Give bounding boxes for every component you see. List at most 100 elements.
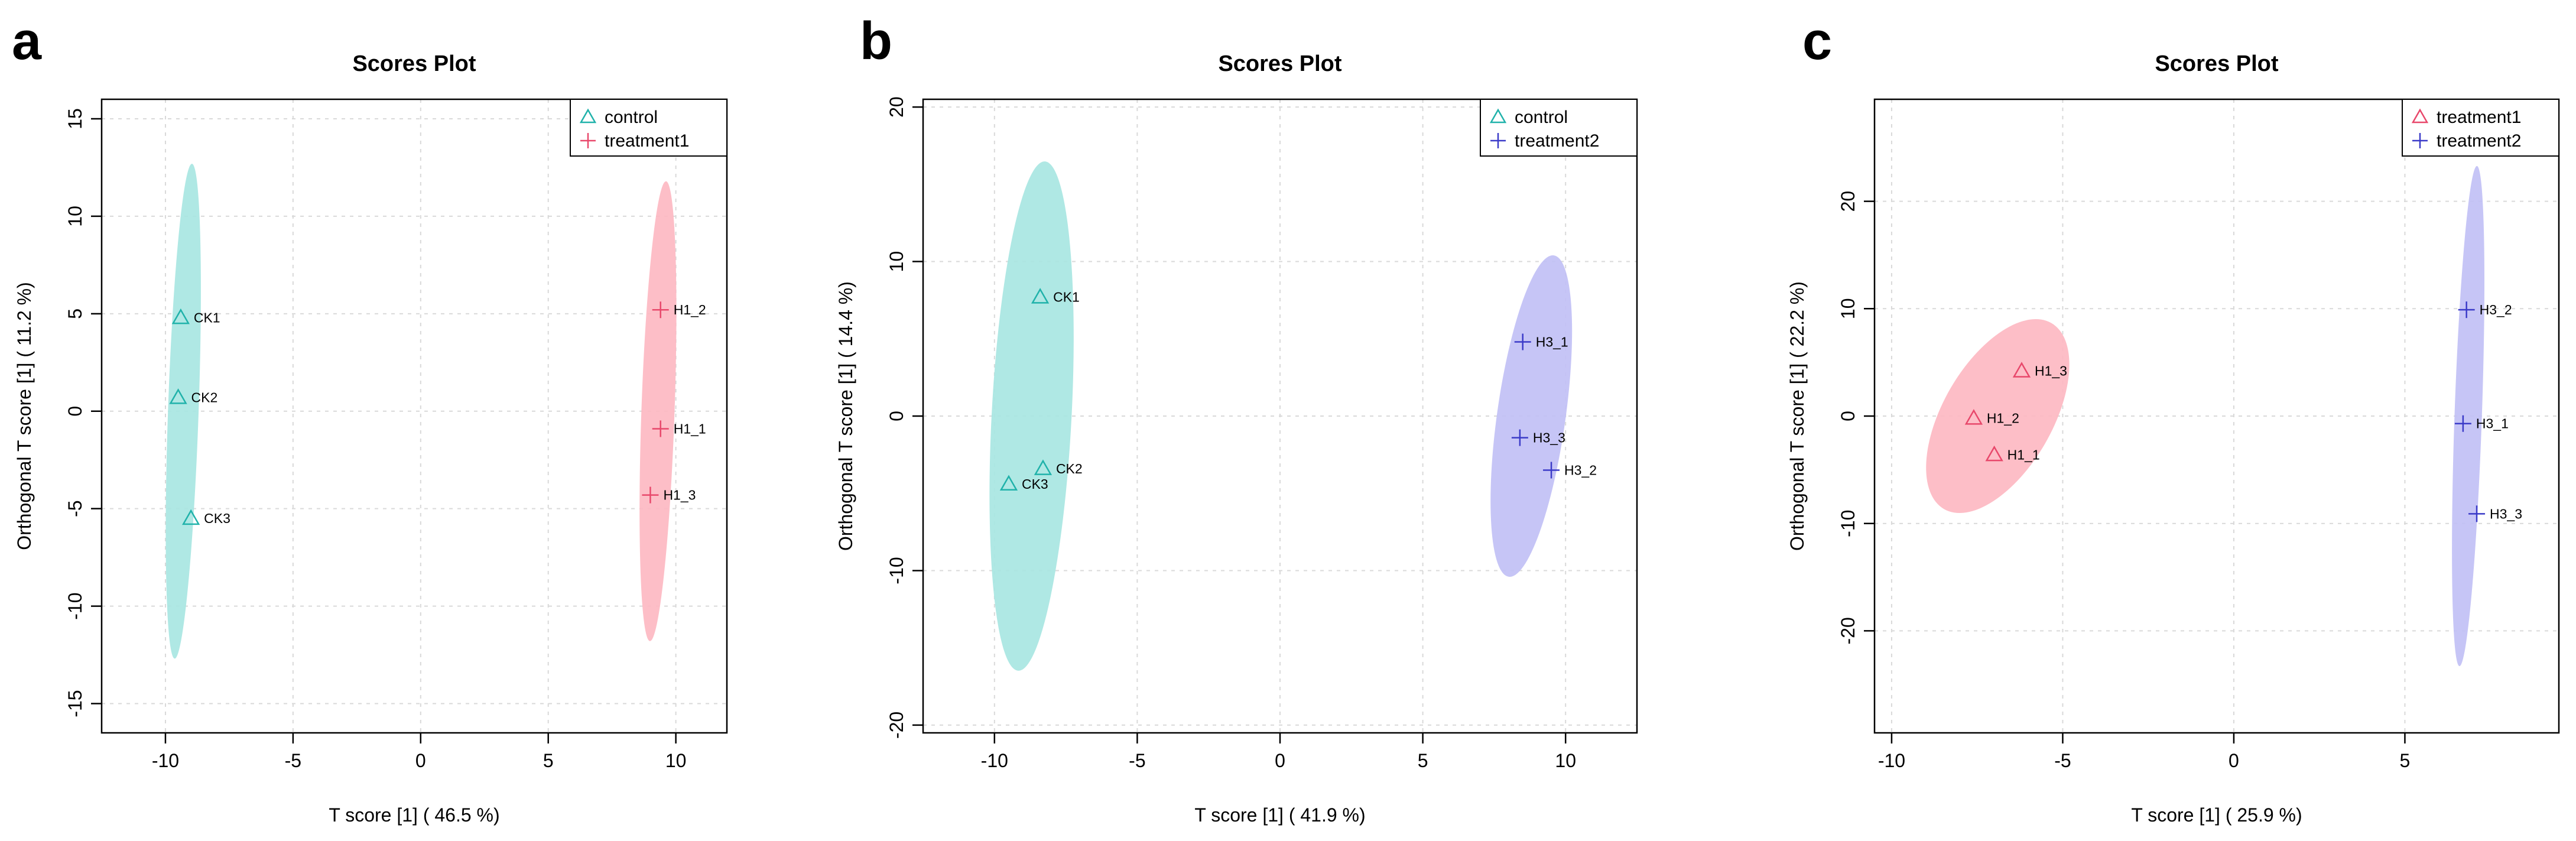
point-label: H1_2 [674, 302, 706, 317]
point-label: CK1 [194, 310, 220, 325]
x-axis-label: T score [1] ( 41.9 %) [1194, 804, 1365, 826]
data-point-triangle [181, 509, 200, 525]
y-axis-label: Orthogonal T score [1] ( 11.2 %) [14, 282, 35, 550]
y-tick-label: 0 [1837, 411, 1859, 421]
y-tick-label: -5 [64, 500, 86, 517]
y-tick-label: -10 [64, 592, 86, 619]
point-label: CK3 [204, 511, 230, 526]
legend: control treatment1 [570, 99, 727, 157]
point-label: H3_3 [2490, 506, 2522, 521]
grid [102, 99, 727, 733]
y-tick-label: -10 [886, 557, 907, 584]
point-label: CK1 [1053, 290, 1080, 305]
y-tick-label: 10 [1837, 298, 1859, 320]
point-label: H1_3 [2035, 363, 2067, 379]
x-tick-label: 5 [543, 750, 554, 771]
x-tick-label: 5 [1418, 750, 1428, 771]
data-point-plus [1514, 333, 1531, 350]
legend-marker-triangle [2411, 108, 2429, 124]
x-tick-label: -5 [1129, 750, 1145, 771]
y-tick-label: 15 [64, 108, 86, 129]
x-tick-label: 10 [1555, 750, 1576, 771]
x-tick-label: -5 [285, 750, 301, 771]
legend-label: control [1515, 108, 1568, 127]
y-axis-label: Orthogonal T score [1] ( 14.4 %) [835, 281, 856, 551]
panel-letter: a [12, 12, 42, 71]
x-axis-label: T score [1] ( 46.5 %) [329, 804, 499, 826]
y-tick-label: -20 [1837, 617, 1859, 644]
legend-label: treatment1 [605, 131, 689, 151]
data-point-triangle [169, 388, 187, 404]
x-tick-label: 10 [665, 750, 687, 771]
legend-label: treatment2 [1515, 131, 1599, 151]
legend-marker-plus [2412, 133, 2428, 148]
y-tick-label: 20 [1837, 191, 1859, 212]
point-label: CK3 [1022, 476, 1048, 492]
x-tick-label: -10 [981, 750, 1008, 771]
y-tick-label: -20 [886, 712, 907, 739]
point-label: H3_3 [1533, 430, 1565, 446]
data-point-triangle [171, 308, 190, 324]
data-point-plus [1511, 429, 1528, 446]
x-tick-label: -5 [2054, 750, 2071, 771]
data-point-plus [642, 486, 659, 504]
legend-label: treatment2 [2437, 131, 2521, 151]
data-point-triangle [999, 475, 1018, 491]
data-point-plus [1543, 462, 1560, 479]
y-tick-label: -15 [64, 690, 86, 717]
y-tick-label: 10 [886, 251, 907, 272]
legend-label: treatment1 [2437, 108, 2521, 127]
data-point-plus [2454, 415, 2471, 432]
confidence-ellipse-control [165, 164, 201, 659]
panel-b: b Scores Plot -10 -5 0 5 10 -20 -10 0 10 20 T score … [835, 12, 1638, 826]
x-tick-label: 0 [415, 750, 426, 771]
x-tick-label: 0 [1275, 750, 1285, 771]
legend: treatment1 treatment2 [2402, 99, 2559, 157]
data-point-plus [2468, 505, 2486, 522]
y-tick-label: 0 [886, 411, 907, 421]
legend-box [1480, 99, 1638, 157]
point-label: H3_2 [1564, 463, 1597, 478]
data-point-plus [652, 301, 669, 319]
x-tick-label: -10 [1878, 750, 1905, 771]
data-point-triangle [1034, 459, 1053, 475]
panel-letter: b [860, 12, 892, 71]
legend-marker-triangle [1489, 108, 1507, 124]
legend-marker-plus [580, 133, 596, 148]
x-tick-label: -10 [152, 750, 179, 771]
confidence-ellipse-control [989, 161, 1074, 671]
legend-box [2402, 99, 2559, 157]
legend: control treatment2 [1480, 99, 1638, 157]
confidence-ellipse-treatment1 [639, 181, 677, 641]
plot-title: Scores Plot [2155, 51, 2278, 76]
plot-frame [100, 98, 728, 734]
confidence-ellipse-treatment2 [1490, 255, 1573, 577]
data-point-plus [652, 420, 669, 437]
x-tick-label: 0 [2229, 750, 2239, 771]
point-label: H1_2 [1987, 411, 2019, 426]
confidence-ellipse-treatment2 [2452, 165, 2485, 667]
confidence-ellipse-treatment1 [1926, 319, 2070, 514]
legend-marker-triangle [579, 108, 597, 124]
point-label: H3_2 [2480, 302, 2512, 317]
y-tick-label: 5 [64, 309, 86, 319]
panel-a: a Scores Plot -10 -5 0 5 10 -15 -10 -5 0 5 10 15 T sco… [12, 12, 728, 826]
y-tick-label: 20 [886, 96, 907, 118]
data-point-triangle [1031, 288, 1050, 304]
panel-c: c Scores Plot -10 -5 0 5 -20 -10 0 10 20 T score [1… [1786, 12, 2560, 826]
data-point-triangle [2012, 362, 2031, 378]
y-tick-label: 0 [64, 406, 86, 417]
data-point-triangle [1985, 445, 2003, 462]
legend-box [570, 99, 727, 157]
legend-label: control [605, 108, 658, 127]
point-label: H3_1 [2476, 416, 2509, 431]
point-label: CK2 [191, 390, 218, 405]
y-tick-label: 10 [64, 206, 86, 227]
plot-title: Scores Plot [352, 51, 476, 76]
point-label: H3_1 [1536, 334, 1568, 349]
x-tick-label: 5 [2400, 750, 2411, 771]
legend-marker-plus [1490, 133, 1506, 148]
x-axis-label: T score [1] ( 25.9 %) [2131, 804, 2302, 826]
grid [1875, 99, 2559, 733]
